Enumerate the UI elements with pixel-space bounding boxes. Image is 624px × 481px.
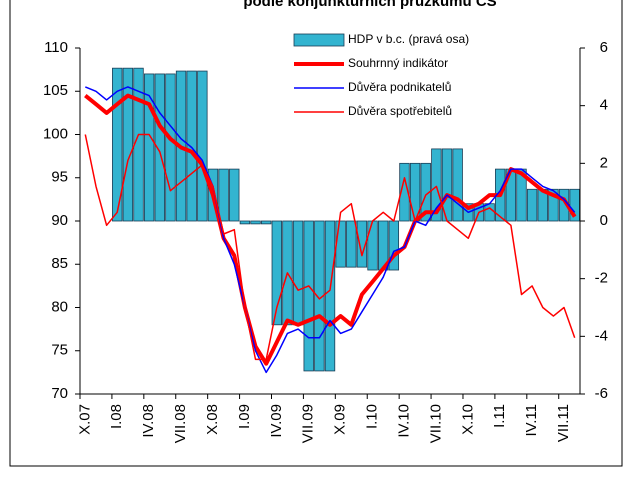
bar <box>526 188 538 222</box>
line <box>84 133 576 361</box>
x-tick-label: X.08 <box>204 404 221 435</box>
x-tick-label: X.09 <box>332 404 349 435</box>
bar <box>112 67 123 222</box>
bar <box>239 220 251 225</box>
bar <box>335 220 346 268</box>
bar <box>399 162 410 222</box>
x-tick-label: VII.10 <box>427 404 444 443</box>
x-tick-label: I.08 <box>108 404 125 429</box>
bar <box>431 148 442 222</box>
x-tick-label: IV.10 <box>395 404 412 438</box>
y-tick-label: 80 <box>51 298 68 315</box>
y2-tick-label: -4 <box>595 327 608 344</box>
x-tick-label: VII.11 <box>555 404 572 442</box>
legend-label: Souhrnný indikátor <box>348 56 448 70</box>
bar <box>186 70 197 222</box>
bar <box>197 70 208 222</box>
line <box>85 86 576 374</box>
bar <box>292 220 304 326</box>
chart-title: podle konjunkturních průzkumů ČS <box>243 0 496 10</box>
bar <box>165 73 176 222</box>
x-tick-label: IV.08 <box>140 404 157 438</box>
bar <box>367 220 378 271</box>
bar <box>324 220 336 372</box>
chart-frame <box>9 0 623 467</box>
bar <box>346 220 357 268</box>
x-tick-label: IV.11 <box>523 404 540 437</box>
bar <box>484 203 495 222</box>
x-tick-label: X.07 <box>76 404 93 435</box>
bar <box>420 162 431 222</box>
y2-tick-label: -6 <box>595 385 608 402</box>
legend-label: Důvěra spotřebitelů <box>348 104 452 118</box>
y2-tick-label: 0 <box>600 212 608 229</box>
bar <box>154 73 165 222</box>
x-tick-label: I.09 <box>236 404 253 429</box>
x-tick-label: X.10 <box>459 404 476 435</box>
y-tick-label: 110 <box>44 39 68 56</box>
line <box>84 93 577 366</box>
bar <box>143 73 155 222</box>
y-tick-label: 70 <box>51 385 68 402</box>
bar <box>229 168 240 222</box>
y-tick-label: 85 <box>51 255 68 272</box>
bar <box>271 220 282 326</box>
bar <box>122 67 134 222</box>
bar <box>452 148 463 222</box>
legend-swatch <box>293 33 345 47</box>
x-tick-label: I.10 <box>364 404 381 429</box>
y-tick-label: 75 <box>51 342 68 359</box>
bar <box>218 168 229 222</box>
bar <box>303 220 314 372</box>
bar <box>356 220 368 268</box>
x-tick-label: IV.09 <box>268 404 285 438</box>
x-tick-label: VII.09 <box>300 404 317 443</box>
x-tick-label: I.11 <box>491 404 508 428</box>
bar <box>548 188 559 222</box>
y-tick-label: 90 <box>51 212 68 229</box>
bar <box>250 220 261 225</box>
y-tick-label: 100 <box>43 125 68 142</box>
y-tick-label: 105 <box>43 82 68 99</box>
legend-label: Důvěra podnikatelů <box>348 80 451 94</box>
y2-tick-label: 2 <box>600 154 608 171</box>
legend-label: HDP v b.c. (pravá osa) <box>348 32 469 46</box>
y-tick-label: 95 <box>51 169 68 186</box>
x-tick-label: VII.08 <box>172 404 189 443</box>
bar <box>260 220 272 225</box>
y2-tick-label: 6 <box>600 39 608 56</box>
y2-tick-label: -2 <box>595 270 608 287</box>
y2-tick-label: 4 <box>600 97 608 114</box>
